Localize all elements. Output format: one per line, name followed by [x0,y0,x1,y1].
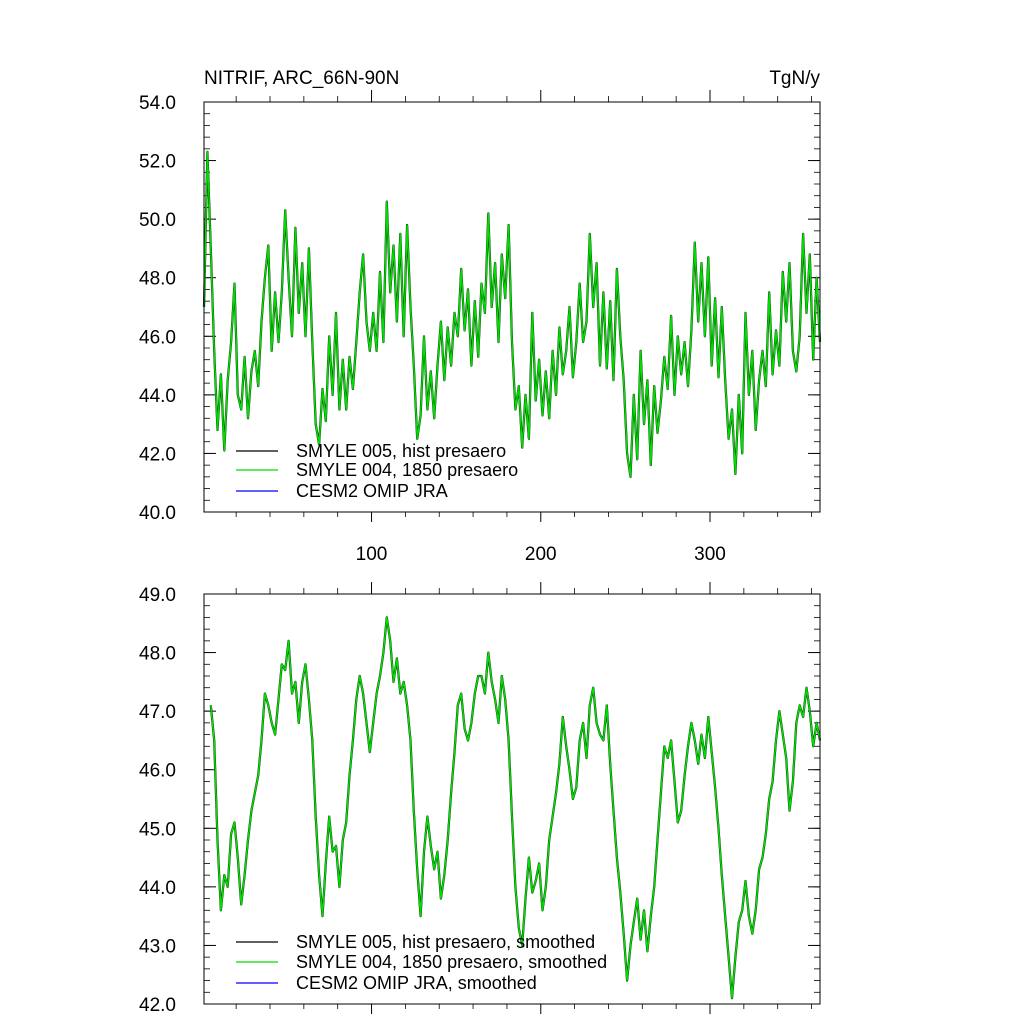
y-tick-label: 42.0 [139,444,176,465]
y-tick-label: 49.0 [139,585,176,606]
bottom-plot-frame [203,593,821,1005]
top-legend: SMYLE 005, hist presaero SMYLE 004, 1850… [236,441,518,501]
top-y-tick-labels: 40.0 42.0 44.0 46.0 48.0 50.0 52.0 54.0 [139,93,176,524]
y-tick-label: 42.0 [139,995,176,1016]
series-line-green [210,616,821,999]
y-tick-label: 54.0 [139,93,176,114]
y-tick-label: 44.0 [139,878,176,899]
y-tick-label: 43.0 [139,936,176,957]
y-tick-label: 46.0 [139,327,176,348]
top-legend-label-2: SMYLE 004, 1850 presaero [296,460,518,480]
bottom-panel: 42.0 43.0 44.0 45.0 46.0 47.0 48.0 49.0 SMYLE 0… [139,582,822,1016]
top-x-tick-labels: 100 200 300 [356,544,726,565]
top-legend-label-3: CESM2 OMIP JRA [296,481,448,501]
x-tick-label: 100 [356,544,388,565]
top-title-left: NITRIF, ARC_66N-90N [204,68,399,89]
top-series [202,150,822,478]
y-tick-label: 44.0 [139,386,176,407]
series-line-green [203,151,821,478]
top-legend-label-1: SMYLE 005, hist presaero [296,441,506,461]
y-tick-label: 50.0 [139,210,176,231]
bottom-legend-label-1: SMYLE 005, hist presaero, smoothed [296,932,595,952]
bottom-legend-label-3: CESM2 OMIP JRA, smoothed [296,973,537,993]
bottom-legend-label-2: SMYLE 004, 1850 presaero, smoothed [296,952,607,972]
y-tick-label: 48.0 [139,269,176,290]
top-plot-frame [203,101,821,513]
bottom-series [209,616,822,1000]
y-tick-label: 45.0 [139,819,176,840]
x-tick-label: 300 [694,544,726,565]
y-tick-label: 52.0 [139,152,176,173]
top-title-right: TgN/y [769,68,820,89]
bottom-ticks [204,582,820,1014]
y-tick-label: 40.0 [139,503,176,524]
bottom-legend: SMYLE 005, hist presaero, smoothed SMYLE… [236,932,607,993]
x-tick-label: 200 [525,544,557,565]
y-tick-label: 47.0 [139,702,176,723]
top-panel: NITRIF, ARC_66N-90N TgN/y 40.0 42.0 44.0 46… [139,68,822,565]
bottom-y-tick-labels: 42.0 43.0 44.0 45.0 46.0 47.0 48.0 49.0 [139,585,176,1016]
y-tick-label: 48.0 [139,644,176,665]
y-tick-label: 46.0 [139,761,176,782]
